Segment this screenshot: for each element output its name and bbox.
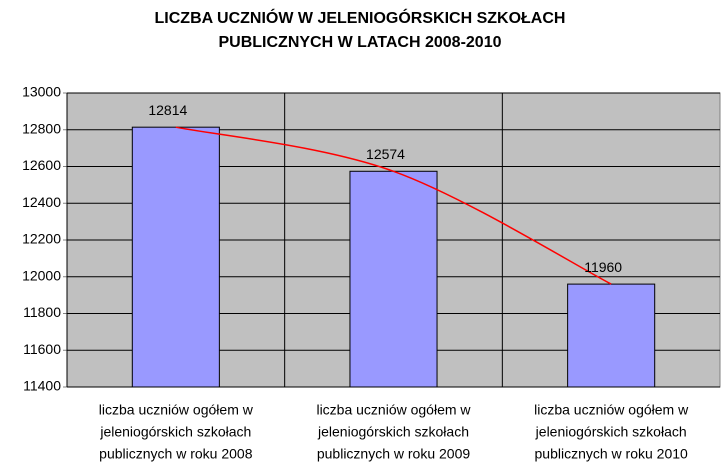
y-tick-label: 11800 xyxy=(23,304,61,320)
x-tick-label: publicznych w roku 2009 xyxy=(317,446,471,462)
y-tick-label: 11400 xyxy=(23,378,61,394)
x-tick-label: liczba uczniów ogółem w xyxy=(316,402,471,418)
y-tick-label: 12400 xyxy=(22,194,61,210)
y-tick-label: 13000 xyxy=(22,84,61,100)
x-tick-label: jeleniogórskich szkołach xyxy=(99,424,251,440)
y-tick-label: 12200 xyxy=(22,231,61,247)
x-tick-label: jeleniogórskich szkołach xyxy=(317,424,469,440)
chart-title: PUBLICZNYCH W LATACH 2008-2010 xyxy=(218,34,501,51)
data-label: 12574 xyxy=(366,146,405,162)
y-tick-label: 12600 xyxy=(22,157,61,173)
data-label: 12814 xyxy=(148,102,187,118)
y-tick-label: 12000 xyxy=(22,267,61,283)
x-tick-label: liczba uczniów ogółem w xyxy=(99,402,254,418)
x-tick-label: publicznych w roku 2010 xyxy=(535,446,689,462)
y-tick-label: 11600 xyxy=(23,341,61,357)
trend-line xyxy=(175,126,612,285)
bar xyxy=(131,126,220,388)
bar xyxy=(349,170,438,388)
chart-title: LICZBA UCZNIÓW W JELENIOGÓRSKICH SZKOŁAC… xyxy=(155,8,566,27)
x-tick-label: liczba uczniów ogółem w xyxy=(534,402,689,418)
data-label: 11960 xyxy=(584,259,622,275)
y-tick-label: 12800 xyxy=(22,120,61,136)
x-tick-label: publicznych w roku 2008 xyxy=(99,446,253,462)
x-tick-label: jeleniogórskich szkołach xyxy=(535,424,687,440)
bar xyxy=(567,283,656,388)
